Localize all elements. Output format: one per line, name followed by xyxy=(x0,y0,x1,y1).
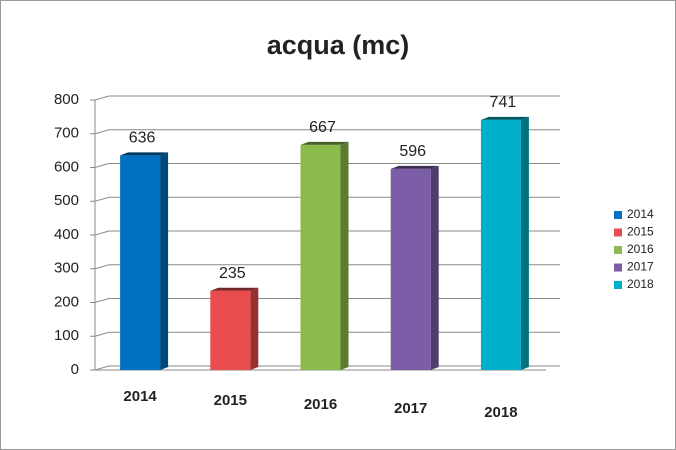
bar xyxy=(480,119,521,370)
legend-label: 2015 xyxy=(627,225,654,239)
legend-swatch xyxy=(614,263,622,272)
bar-side xyxy=(160,152,169,370)
legend-label: 2016 xyxy=(627,242,654,256)
legend-label: 2018 xyxy=(627,277,654,291)
data-label: 596 xyxy=(399,143,426,160)
legend-swatch xyxy=(614,246,622,254)
bar-top xyxy=(390,165,439,169)
data-label: 667 xyxy=(309,119,336,136)
bar-top xyxy=(480,116,529,120)
bar xyxy=(300,144,341,370)
data-label: 235 xyxy=(219,265,246,282)
x-tick-label: 2017 xyxy=(394,400,427,417)
y-tick-label: 500 xyxy=(54,192,79,209)
bar-top xyxy=(120,152,169,156)
bar-side xyxy=(250,287,259,370)
legend-label: 2017 xyxy=(627,260,654,274)
x-tick-label: 2016 xyxy=(304,396,337,413)
grid-line xyxy=(90,129,560,135)
y-tick-label: 0 xyxy=(71,361,79,378)
x-tick-label: 2015 xyxy=(214,392,247,409)
y-tick-label: 600 xyxy=(54,158,79,175)
y-tick-label: 800 xyxy=(54,91,79,108)
legend-label: 2014 xyxy=(627,207,654,221)
bar-side xyxy=(430,165,439,370)
legend-swatch xyxy=(614,228,622,237)
y-tick-label: 200 xyxy=(54,293,79,310)
y-tick-label: 100 xyxy=(54,327,79,344)
bar-side xyxy=(340,141,349,370)
y-tick-label: 700 xyxy=(54,125,79,142)
bar-side xyxy=(520,116,529,370)
bar-top xyxy=(210,287,259,291)
y-tick-label: 300 xyxy=(54,260,79,277)
data-label: 741 xyxy=(490,94,517,111)
legend-swatch xyxy=(614,211,622,219)
grid-line xyxy=(90,95,560,101)
chart-title: acqua (mc) xyxy=(267,30,410,60)
bar xyxy=(390,168,431,370)
data-label: 636 xyxy=(129,130,156,147)
y-tick-label: 400 xyxy=(54,226,79,243)
x-tick-label: 2014 xyxy=(123,388,157,405)
bar-top xyxy=(300,141,349,145)
bar xyxy=(210,290,251,370)
bar xyxy=(120,155,161,370)
x-tick-label: 2018 xyxy=(484,404,517,421)
legend-swatch xyxy=(614,281,622,289)
